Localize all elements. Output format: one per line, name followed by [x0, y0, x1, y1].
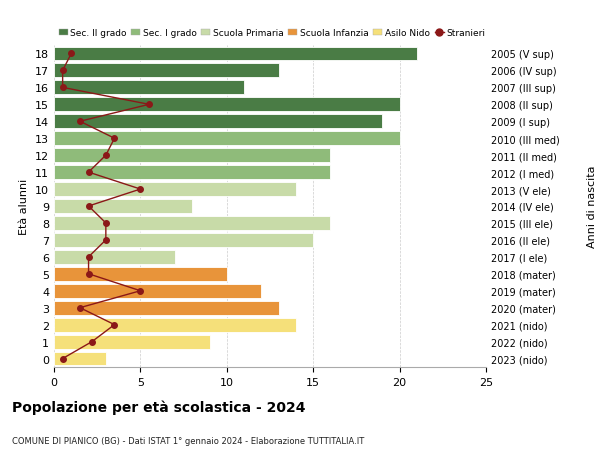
Bar [54, 200, 192, 213]
Bar [54, 335, 209, 349]
Bar [54, 267, 227, 281]
Bar [54, 183, 296, 196]
Bar [54, 115, 382, 129]
Bar [54, 98, 400, 112]
Bar [54, 64, 278, 78]
Bar [54, 352, 106, 366]
Y-axis label: Età alunni: Età alunni [19, 179, 29, 235]
Text: COMUNE DI PIANICO (BG) - Dati ISTAT 1° gennaio 2024 - Elaborazione TUTTITALIA.IT: COMUNE DI PIANICO (BG) - Dati ISTAT 1° g… [12, 436, 364, 445]
Bar [54, 301, 278, 315]
Bar [54, 234, 313, 247]
Text: Popolazione per età scolastica - 2024: Popolazione per età scolastica - 2024 [12, 399, 305, 414]
Bar [54, 284, 262, 298]
Bar [54, 47, 417, 62]
Bar [54, 132, 400, 146]
Bar [54, 318, 296, 332]
Bar [54, 250, 175, 264]
Legend: Sec. II grado, Sec. I grado, Scuola Primaria, Scuola Infanzia, Asilo Nido, Stran: Sec. II grado, Sec. I grado, Scuola Prim… [59, 29, 485, 38]
Bar [54, 81, 244, 95]
Bar [54, 149, 331, 163]
Bar [54, 217, 331, 230]
Bar [54, 166, 331, 179]
Text: Anni di nascita: Anni di nascita [587, 165, 597, 248]
